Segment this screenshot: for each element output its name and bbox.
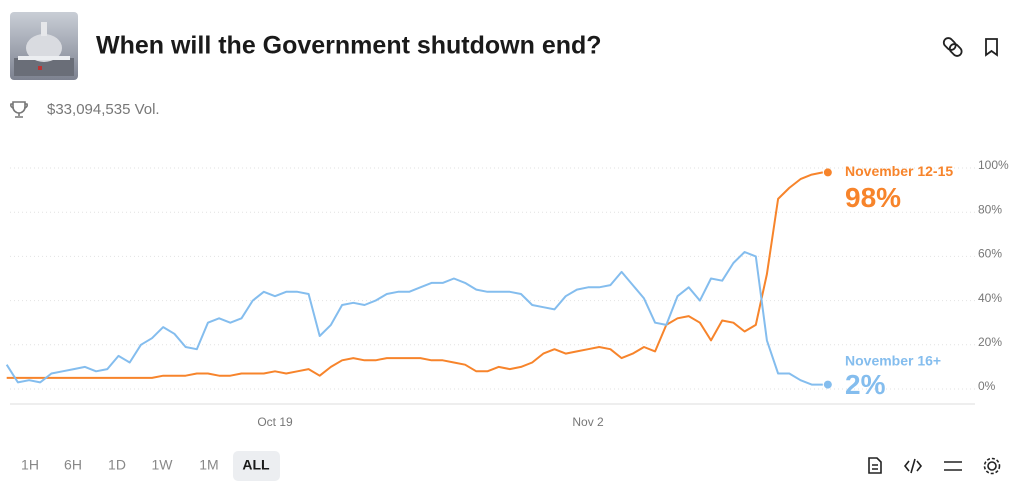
series-value: 98% <box>845 182 901 213</box>
series-line <box>5 251 823 386</box>
x-tick-label: Nov 2 <box>572 415 604 429</box>
y-tick-label: 60% <box>978 247 1002 261</box>
toolbar <box>868 457 1001 475</box>
series-name: November 16+ <box>845 352 941 368</box>
series-value: 2% <box>845 369 886 400</box>
end-dot <box>823 380 832 389</box>
range-button[interactable]: ALL <box>242 457 270 473</box>
y-tick-label: 20% <box>978 335 1002 349</box>
x-tick-label: Oct 19 <box>257 415 293 429</box>
embed-icon[interactable] <box>903 458 923 474</box>
end-dot <box>823 168 832 177</box>
range-button[interactable]: 1W <box>152 457 174 473</box>
settings-icon[interactable] <box>987 461 997 471</box>
series-line <box>6 171 823 379</box>
market-image <box>10 12 78 80</box>
range-button[interactable]: 1D <box>108 457 126 473</box>
doc-icon[interactable] <box>868 457 882 474</box>
y-tick-label: 100% <box>978 158 1009 172</box>
market-title: When will the Government shutdown end? <box>96 32 602 60</box>
chart: 0% 20% 40% 60% 80% 100% Oct 19 Nov 2 November 12… <box>5 158 1009 429</box>
series-name: November 12-15 <box>845 163 953 179</box>
filter-icon[interactable] <box>944 461 962 471</box>
range-button[interactable]: 6H <box>64 457 82 473</box>
time-range-bar: 1H 6H 1D 1W 1M ALL <box>21 451 280 481</box>
volume: $33,094,535 Vol. <box>47 101 160 118</box>
y-tick-label: 0% <box>978 379 996 393</box>
trophy-icon <box>10 101 28 118</box>
y-tick-label: 80% <box>978 202 1002 216</box>
link-icon[interactable] <box>942 36 964 58</box>
bookmark-icon[interactable] <box>985 38 998 57</box>
range-active-bg <box>233 451 280 481</box>
range-button[interactable]: 1M <box>199 457 218 473</box>
range-button[interactable]: 1H <box>21 457 39 473</box>
y-tick-label: 40% <box>978 291 1002 305</box>
